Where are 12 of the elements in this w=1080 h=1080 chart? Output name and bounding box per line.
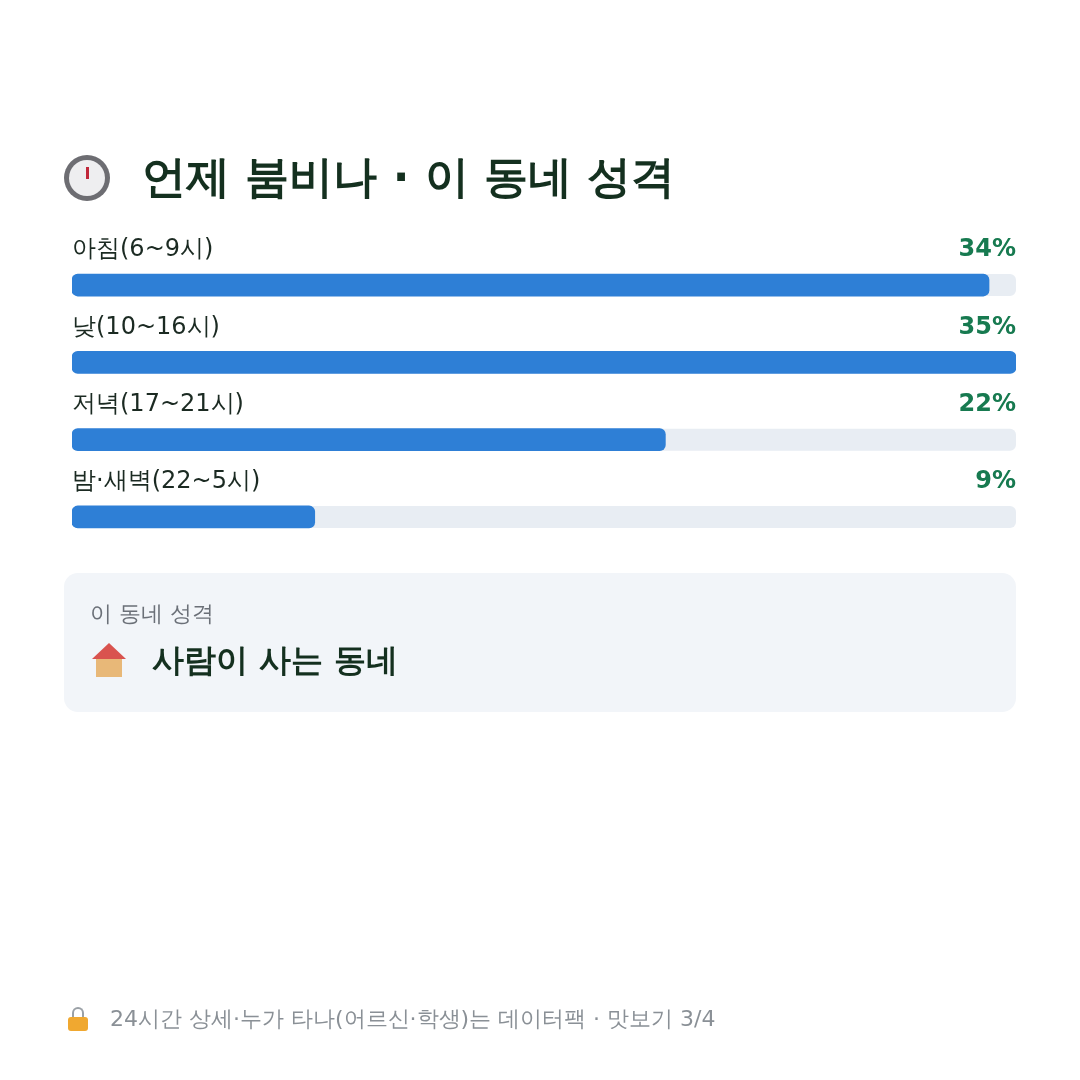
data-label: 34%	[958, 234, 1016, 263]
data-label: 35%	[958, 311, 1016, 340]
text: 사람이 사는 동네	[152, 640, 399, 681]
text: 24시간 상세·누가 타나(어르신·학생)는 데이터팩 · 맛보기 3/4	[110, 1005, 716, 1033]
data-label: 22%	[958, 388, 1016, 417]
text: 이 동네 성격	[90, 600, 214, 628]
chart-title: 언제 붐비나 · 이 동네 성격	[142, 150, 676, 204]
y-tick-label: 낮(10~16시)	[72, 311, 220, 340]
y-tick-label: 저녁(17~21시)	[72, 388, 244, 417]
data-label: 9%	[975, 466, 1016, 495]
y-tick-label: 아침(6~9시)	[72, 234, 214, 263]
y-tick-label: 밤·새벽(22~5시)	[72, 466, 261, 495]
